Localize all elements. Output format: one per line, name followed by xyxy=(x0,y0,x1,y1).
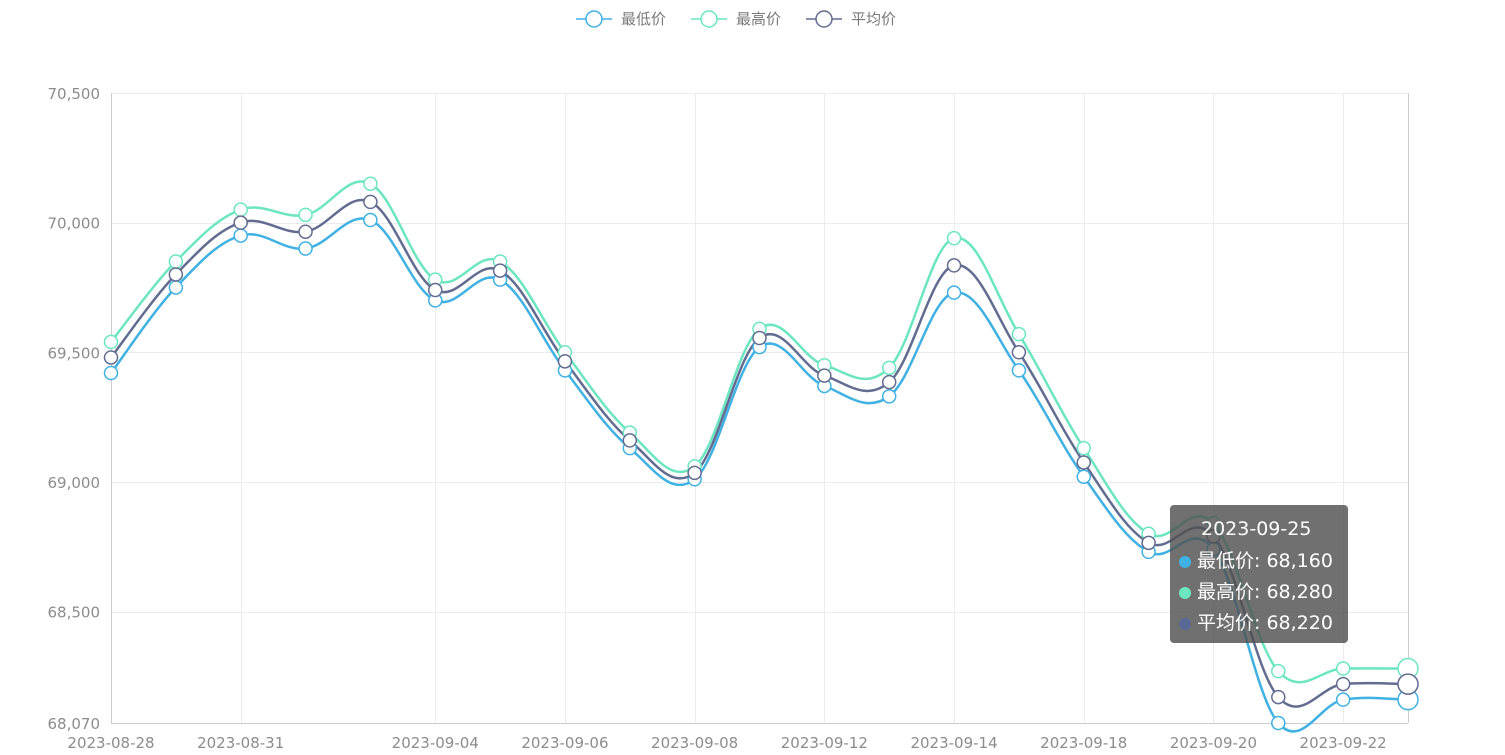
tooltip-dot-low xyxy=(1179,556,1191,568)
series-point-1 xyxy=(1011,326,1027,342)
series-point-1 xyxy=(881,360,897,376)
y-tick-label: 69,000 xyxy=(48,474,101,492)
series-point-0 xyxy=(363,212,378,228)
series-point-2 xyxy=(622,433,638,448)
x-tick-label: 2023-09-12 xyxy=(781,734,868,752)
series-point-0 xyxy=(1011,363,1027,378)
series-point-1 xyxy=(233,202,248,217)
legend-circle-icon xyxy=(585,10,603,28)
x-tick-label: 2023-08-31 xyxy=(197,734,284,752)
series-point-2 xyxy=(103,350,119,365)
series-point-0 xyxy=(946,285,962,300)
x-tick-label: 2023-08-28 xyxy=(67,734,154,752)
legend-item-0[interactable]: 最低价 xyxy=(576,10,666,28)
series-point-2 xyxy=(1335,676,1351,692)
x-tick-label: 2023-09-06 xyxy=(521,734,608,752)
x-tick-label: 2023-09-04 xyxy=(392,734,479,752)
tooltip-dot-high xyxy=(1179,587,1191,599)
series-point-2 xyxy=(687,465,702,481)
y-tick-label: 70,000 xyxy=(48,215,101,233)
series-point-2 xyxy=(1141,535,1156,551)
series-point-2 xyxy=(233,215,248,230)
series-point-0 xyxy=(1271,715,1286,731)
series-point-2 xyxy=(1076,455,1091,470)
x-tick-label: 2023-09-08 xyxy=(651,734,738,752)
legend-label: 平均价 xyxy=(851,10,896,28)
series-point-2 xyxy=(1397,673,1419,695)
series-point-0 xyxy=(168,280,184,295)
x-tick-label: 2023-09-22 xyxy=(1300,734,1387,752)
legend-label: 最高价 xyxy=(736,10,781,28)
series-point-0 xyxy=(103,365,119,381)
tooltip-dot-avg xyxy=(1179,618,1191,630)
x-tick-label: 2023-09-18 xyxy=(1040,734,1127,752)
legend-item-2[interactable]: 平均价 xyxy=(806,10,896,28)
tooltip-label-avg: 平均价: 68,220 xyxy=(1197,612,1333,634)
series-point-2 xyxy=(881,374,897,390)
tooltip: 2023-09-25 最低价: 68,160 最高价: 68,280 平均价: … xyxy=(1170,505,1348,643)
tooltip-label-low: 最低价: 68,160 xyxy=(1197,550,1333,572)
series-point-1 xyxy=(168,254,184,269)
series-point-2 xyxy=(1011,345,1027,360)
series-point-1 xyxy=(298,207,313,223)
series-point-1 xyxy=(946,230,962,246)
series-point-1 xyxy=(363,176,378,191)
series-point-2 xyxy=(492,263,508,278)
series-point-1 xyxy=(1076,440,1091,456)
series-point-0 xyxy=(233,228,248,243)
series-points xyxy=(103,176,1419,731)
series-point-2 xyxy=(1271,689,1286,705)
x-tick-label: 2023-09-14 xyxy=(910,734,997,752)
series-point-0 xyxy=(1076,469,1091,484)
tooltip-row-high: 最高价: 68,280 xyxy=(1179,577,1348,608)
series-point-0 xyxy=(881,389,897,404)
series-point-2 xyxy=(428,282,443,298)
tooltip-row-low: 最低价: 68,160 xyxy=(1179,546,1348,577)
y-tick-label: 69,500 xyxy=(48,344,101,362)
y-tick-label: 68,070 xyxy=(48,715,101,733)
tooltip-row-avg: 平均价: 68,220 xyxy=(1179,608,1348,639)
series-point-0 xyxy=(298,241,313,256)
legend: 最低价 最高价 平均价 xyxy=(576,10,896,28)
series-point-2 xyxy=(752,330,767,346)
legend-circle-icon xyxy=(815,10,833,28)
axes: 70,50070,00069,50069,00068,50068,0702023… xyxy=(48,85,1409,752)
series-point-2 xyxy=(557,354,573,369)
legend-item-1[interactable]: 最高价 xyxy=(691,10,781,28)
series-point-1 xyxy=(103,334,119,350)
y-tick-label: 68,500 xyxy=(48,604,101,622)
series-point-2 xyxy=(363,194,378,210)
series-point-2 xyxy=(946,258,962,273)
legend-label: 最低价 xyxy=(621,10,666,28)
series-point-2 xyxy=(298,224,313,239)
series-point-0 xyxy=(1335,692,1351,707)
tooltip-label-high: 最高价: 68,280 xyxy=(1197,581,1333,603)
x-tick-label: 2023-09-20 xyxy=(1170,734,1257,752)
series-point-1 xyxy=(1271,663,1286,679)
series-point-1 xyxy=(1335,661,1351,676)
series-point-2 xyxy=(168,267,184,282)
y-tick-label: 70,500 xyxy=(48,85,101,103)
series-point-2 xyxy=(817,368,832,383)
tooltip-title: 2023-09-25 xyxy=(1201,518,1312,540)
legend-circle-icon xyxy=(700,10,718,28)
